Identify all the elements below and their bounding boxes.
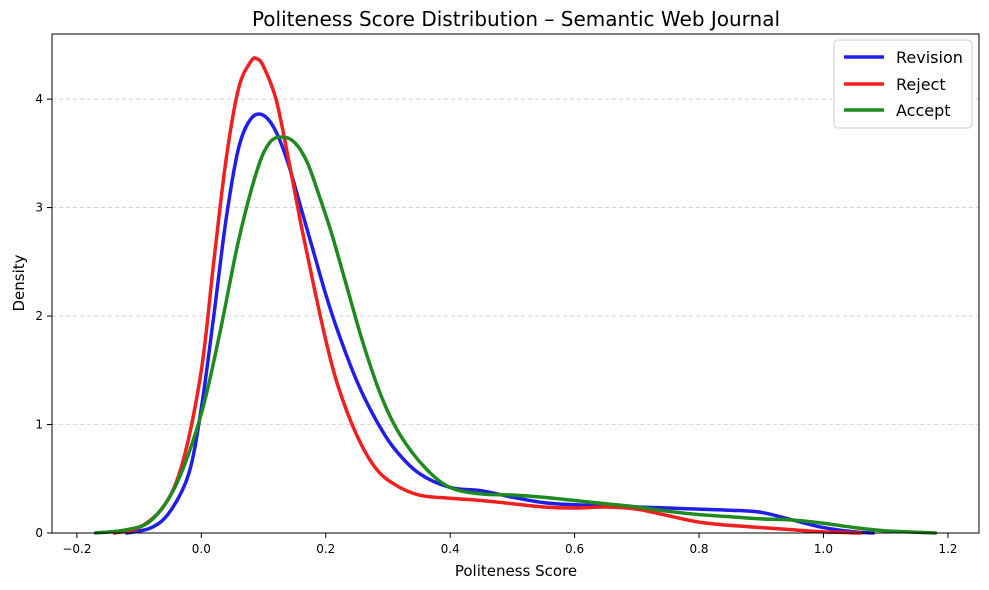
x-tick-label: 1.2 [938,542,957,556]
y-axis-label: Density [10,254,28,311]
x-tick-label: 0.0 [192,542,211,556]
x-axis-label: Politeness Score [455,562,577,580]
legend: Revision Reject Accept [833,39,973,129]
x-tick-label: 0.8 [689,542,708,556]
legend-label-revision: Revision [896,48,963,67]
y-tick-label: 0 [35,526,43,540]
x-tick-label: 0.2 [316,542,335,556]
y-tick-label: 1 [35,418,43,432]
y-axis-ticks: 0 1 2 3 4 [35,92,52,540]
x-tick-label: 1.0 [814,542,833,556]
series-line-reject [112,56,863,535]
series-line-revision [124,112,875,535]
chart-title: Politeness Score Distribution – Semantic… [252,7,780,31]
y-tick-label: 4 [35,92,43,106]
legend-label-accept: Accept [896,101,951,120]
x-tick-label: 0.4 [441,542,460,556]
plot-frame [51,33,980,534]
x-tick-label: −0.2 [62,542,91,556]
legend-label-reject: Reject [896,75,946,94]
series-layer [93,56,938,535]
x-tick-label: 0.6 [565,542,584,556]
y-tick-label: 3 [35,201,43,215]
series-line-accept [93,135,938,535]
legend-box [833,39,973,129]
x-axis-ticks: −0.2 0.0 0.2 0.4 0.6 0.8 1.0 1.2 [62,533,957,556]
y-tick-label: 2 [35,309,43,323]
